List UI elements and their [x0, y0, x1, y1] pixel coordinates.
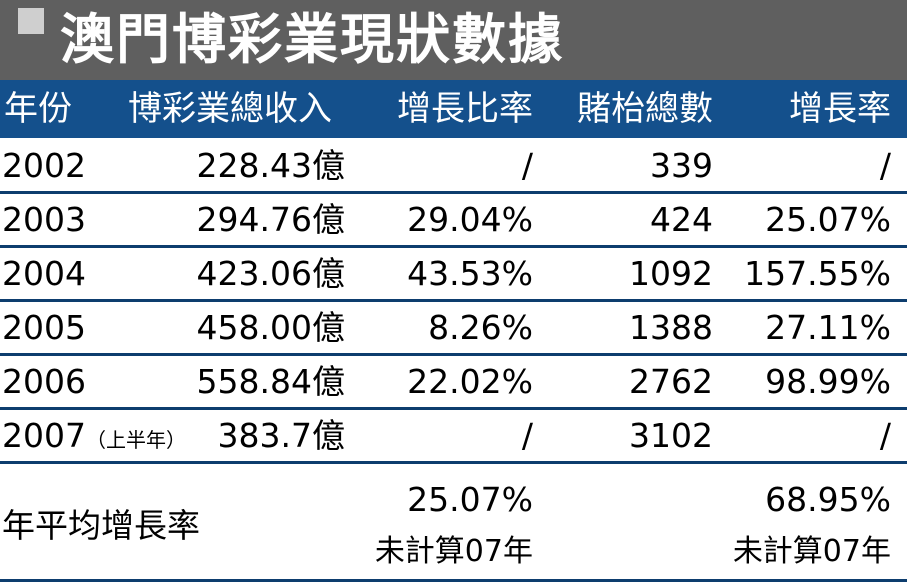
cell-revenue-growth: 22.02%	[407, 362, 533, 401]
cell-tables: 1092	[629, 254, 713, 293]
cell-tables-growth: 98.99%	[765, 362, 891, 401]
cell-tables-growth: 25.07%	[765, 200, 891, 239]
cell-year: 2003	[2, 194, 86, 245]
table-row: 2004 423.06億 43.53% 1092 157.55%	[0, 248, 907, 302]
cell-tables-growth: 27.11%	[765, 308, 891, 347]
year-note: （上半年）	[85, 428, 186, 452]
cell-revenue: 423.06億	[196, 254, 345, 293]
cell-year: 2005	[2, 302, 86, 353]
cell-tables: 3102	[629, 416, 713, 455]
cell-revenue: 383.7億	[217, 416, 345, 455]
table-row: 2005 458.00億 8.26% 1388 27.11%	[0, 302, 907, 356]
cell-revenue-growth: 43.53%	[407, 254, 533, 293]
cell-revenue-growth: /	[521, 416, 533, 455]
cell-revenue: 294.76億	[196, 200, 345, 239]
table-row: 2006 558.84億 22.02% 2762 98.99%	[0, 356, 907, 410]
header-revenue-growth: 增長比率	[397, 89, 533, 129]
cell-revenue: 228.43億	[196, 146, 345, 185]
cell-tables: 339	[650, 146, 713, 185]
year-value: 2002	[2, 146, 86, 185]
cell-year: 2007（上半年）	[2, 410, 186, 461]
table-row: 2007（上半年） 383.7億 / 3102 /	[0, 410, 907, 464]
cell-year: 2006	[2, 356, 86, 407]
year-value: 2007	[2, 416, 86, 455]
table-header: 年份 博彩業總收入 增長比率 賭枱總數 增長率	[0, 80, 907, 138]
cell-revenue-growth: /	[521, 146, 533, 185]
year-value: 2005	[2, 308, 86, 347]
cell-revenue: 458.00億	[196, 308, 345, 347]
cell-year: 2002	[2, 140, 86, 191]
cell-tables: 424	[650, 200, 713, 239]
cell-tables-growth: 157.55%	[744, 254, 891, 293]
cell-revenue-growth: 29.04%	[407, 200, 533, 239]
year-value: 2006	[2, 362, 86, 401]
summary-revenue-growth: 25.07%	[407, 480, 533, 519]
table-row: 2002 228.43億 / 339 /	[0, 140, 907, 194]
cell-tables: 1388	[629, 308, 713, 347]
summary-tables-note: 未計算07年	[732, 534, 891, 569]
cell-revenue: 558.84億	[196, 362, 345, 401]
year-value: 2004	[2, 254, 86, 293]
year-value: 2003	[2, 200, 86, 239]
cell-tables-growth: /	[879, 416, 891, 455]
summary-revenue-note: 未計算07年	[374, 534, 533, 569]
title-bar: 澳門博彩業現狀數據	[0, 0, 907, 80]
cell-year: 2004	[2, 248, 86, 299]
title-square-icon	[18, 8, 44, 34]
header-tables-growth: 增長率	[789, 89, 891, 129]
cell-tables: 2762	[629, 362, 713, 401]
header-revenue: 博彩業總收入	[128, 89, 332, 129]
table-row: 2003 294.76億 29.04% 424 25.07%	[0, 194, 907, 248]
header-year: 年份	[4, 89, 72, 129]
page-title: 澳門博彩業現狀數據	[60, 8, 564, 71]
header-tables: 賭枱總數	[577, 89, 713, 129]
summary-row: 年平均增長率 25.07% 未計算07年 68.95% 未計算07年	[0, 469, 907, 582]
cell-tables-growth: /	[879, 146, 891, 185]
summary-tables-growth: 68.95%	[765, 480, 891, 519]
cell-revenue-growth: 8.26%	[428, 308, 533, 347]
summary-label: 年平均增長率	[2, 506, 200, 545]
